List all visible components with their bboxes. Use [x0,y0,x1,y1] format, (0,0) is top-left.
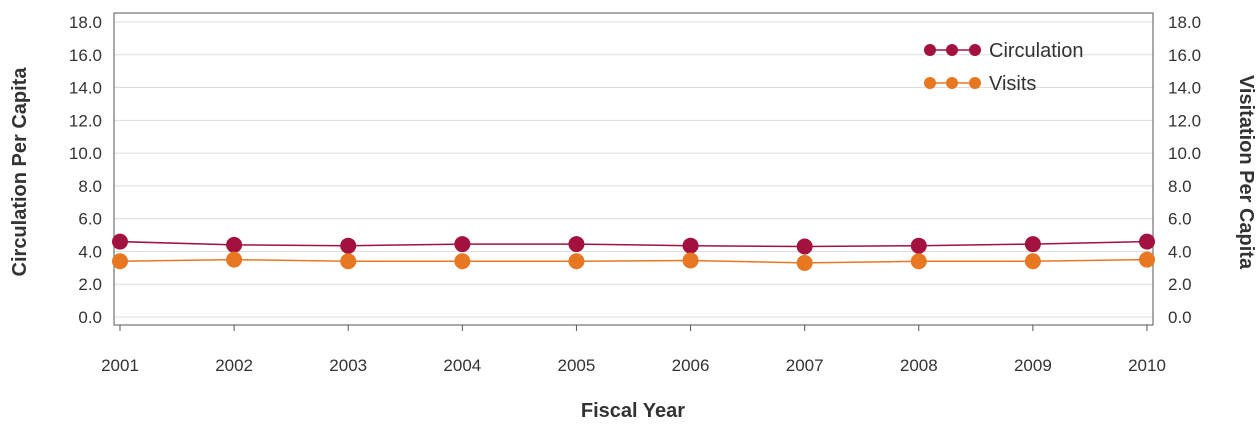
legend-marker [946,44,958,56]
legend-marker [946,77,958,89]
legend-marker [969,44,981,56]
legend-marker [969,77,981,89]
series-line [119,258,1148,264]
y2-tick-label: 10.0 [1168,144,1201,163]
axes: 0.0 0.0 2.0 2.0 4.0 4.0 6.0 6.0 8.0 8.0 10.0 10.0 12… [69,13,1201,375]
data-point [682,237,699,254]
y2-tick-label: 2.0 [1168,275,1192,294]
x-tick-label: 2010 [1128,356,1166,375]
data-point [112,253,128,270]
data-point [340,237,357,254]
data-point [568,253,585,270]
plot-frame [113,12,1154,326]
y-tick-label: 6.0 [78,210,102,229]
y2-tick-label: 0.0 [1168,308,1192,327]
y-tick-label: 18.0 [69,13,102,32]
series [112,233,1155,271]
y-tick-label: 4.0 [78,242,102,261]
x-axis-title: Fiscal Year [581,400,685,422]
legend-marker [924,77,936,89]
data-point [454,236,471,253]
y-tick-label: 10.0 [69,144,102,163]
x-tick-label: 2009 [1014,356,1052,375]
series-line [119,240,1148,248]
y-tick-label: 14.0 [69,79,102,98]
y-tick-label: 12.0 [69,111,102,130]
data-point [226,236,243,253]
y2-tick-label: 18.0 [1168,13,1201,32]
y-tick-label: 16.0 [69,46,102,65]
y2-tick-label: 12.0 [1168,111,1201,130]
data-point [568,236,585,253]
y2-tick-label: 14.0 [1168,79,1201,98]
legend-item-circulation: Circulation [924,40,1083,62]
y2-tick-label: 16.0 [1168,46,1201,65]
y2-tick-label: 8.0 [1168,177,1192,196]
series-visits [112,251,1155,271]
data-point [910,253,927,270]
y2-axis-title: Visitation Per Capita [1235,75,1257,270]
y-axis-title: Circulation Per Capita [9,67,31,277]
y2-tick-label: 4.0 [1168,242,1192,261]
data-point [1024,253,1041,270]
data-point [112,233,128,250]
legend-item-visits: Visits [924,73,1036,95]
x-tick-label: 2004 [443,356,481,375]
x-tick-label: 2006 [672,356,710,375]
x-tick-label: 2002 [215,356,253,375]
y-tick-label: 2.0 [78,275,102,294]
x-tick-label: 2005 [558,356,596,375]
data-point [910,237,927,254]
series-circulation [112,233,1155,255]
data-point [796,238,813,255]
y-tick-label: 8.0 [78,177,102,196]
legend: Circulation Visits [924,40,1083,95]
legend-marker [924,44,936,56]
data-point [1139,251,1155,268]
data-point [1024,236,1041,253]
data-point [682,252,699,269]
data-point [340,253,357,270]
x-tick-label: 2003 [329,356,367,375]
y2-tick-label: 6.0 [1168,210,1192,229]
x-tick-label: 2007 [786,356,824,375]
data-point [454,253,471,270]
data-point [1139,233,1155,250]
gridlines [114,21,1153,318]
x-tick-label: 2001 [101,356,139,375]
legend-label: Visits [989,73,1036,95]
data-point [796,254,813,271]
data-point [226,251,243,268]
legend-label: Circulation [989,40,1083,62]
y-tick-label: 0.0 [78,308,102,327]
x-tick-label: 2008 [900,356,938,375]
